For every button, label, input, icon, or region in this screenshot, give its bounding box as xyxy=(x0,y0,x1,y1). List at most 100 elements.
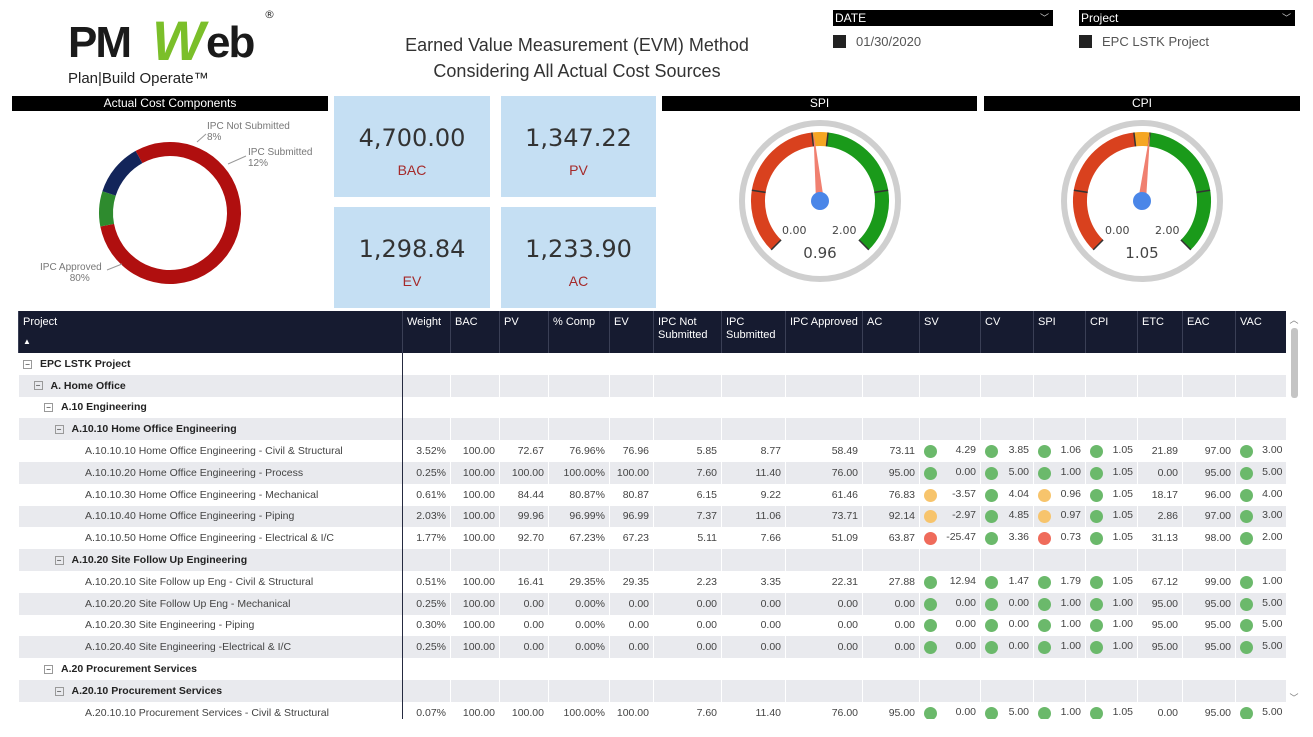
cell-vac: 4.00 xyxy=(1235,483,1286,506)
cell-ev xyxy=(609,549,654,571)
spi-value: 0.96 xyxy=(803,244,837,262)
cell-weight: 0.07% xyxy=(402,701,451,719)
cell-bac: 100.00 xyxy=(450,636,500,659)
column-header-bac[interactable]: BAC xyxy=(450,311,500,353)
group-row[interactable]: − A.20.10 Procurement Services xyxy=(18,679,1286,702)
collapse-icon[interactable]: − xyxy=(54,425,64,434)
column-header-ev[interactable]: EV xyxy=(609,311,654,353)
column-header-vac[interactable]: VAC xyxy=(1235,311,1286,353)
date-slicer[interactable]: DATE ﹀ 01/30/2020 xyxy=(833,10,1053,49)
cell-cv: 4.04 xyxy=(980,483,1034,506)
column-header-etc[interactable]: ETC xyxy=(1137,311,1183,353)
collapse-icon[interactable]: − xyxy=(23,359,32,369)
column-header-pv[interactable]: PV xyxy=(499,311,549,353)
group-row[interactable]: − A.10.20 Site Follow Up Engineering xyxy=(18,549,1286,571)
cell-pv: 0.00 xyxy=(499,592,549,615)
collapse-icon[interactable]: − xyxy=(54,555,64,565)
group-row[interactable]: − A.10 Engineering xyxy=(18,396,1286,419)
evm-table: Project ▲ Weight BAC PV% Comp EV IPC Not Submi… xyxy=(18,311,1286,719)
chevron-down-icon[interactable]: ﹀ xyxy=(1039,13,1049,23)
cell-etc: 95.00 xyxy=(1137,614,1183,637)
cell--comp: 96.99% xyxy=(548,505,610,528)
report-title: Earned Value Measurement (EVM) Method Co… xyxy=(405,35,749,81)
date-slicer-header[interactable]: DATE ﹀ xyxy=(833,10,1053,26)
scroll-down-icon[interactable]: ﹀ xyxy=(1289,694,1299,704)
donut-label-ipc-not-submitted: IPC Not Submitted 8% xyxy=(207,121,290,143)
column-header-spi[interactable]: SPI xyxy=(1033,311,1086,353)
cell-eac xyxy=(1182,679,1236,702)
table-row[interactable]: A.10.10.40 Home Office Engineering - Pip… xyxy=(18,505,1286,528)
status-indicator-icon xyxy=(924,466,937,480)
column-header--comp[interactable]: % Comp xyxy=(548,311,610,353)
collapse-icon[interactable]: − xyxy=(33,381,43,391)
column-header-sv[interactable]: SV xyxy=(919,311,981,353)
column-header-ipc-not-submitted[interactable]: IPC Not Submitted xyxy=(653,311,722,353)
cell-sv: 0.00 xyxy=(919,614,981,637)
leader-line xyxy=(196,133,207,143)
cell-sv xyxy=(919,549,981,571)
cell-pv xyxy=(499,374,549,397)
scrollbar-thumb[interactable] xyxy=(1290,328,1298,398)
status-indicator-icon xyxy=(985,532,998,546)
cell-cv xyxy=(980,353,1034,375)
table-row[interactable]: A.20.10.10 Procurement Services - Civil … xyxy=(18,701,1286,719)
table-row[interactable]: A.10.20.20 Site Follow Up Eng - Mechanic… xyxy=(18,592,1286,615)
row-name: A.10.10.30 Home Office Engineering - Mec… xyxy=(85,488,319,501)
column-header-ipc-submitted[interactable]: IPC Submitted xyxy=(721,311,786,353)
project-slicer-option[interactable]: EPC LSTK Project xyxy=(1079,34,1295,49)
status-indicator-icon xyxy=(924,532,937,546)
cell-bac xyxy=(450,549,500,571)
cell-weight xyxy=(402,418,451,441)
column-header-eac[interactable]: EAC xyxy=(1182,311,1236,353)
date-slicer-option[interactable]: 01/30/2020 xyxy=(833,34,1053,49)
gauge-hub xyxy=(811,192,829,210)
cell-spi: 1.06 xyxy=(1033,440,1086,462)
cell-eac: 95.00 xyxy=(1182,461,1236,484)
status-indicator-icon xyxy=(1038,466,1051,480)
column-header-ac[interactable]: AC xyxy=(862,311,920,353)
table-row[interactable]: A.10.20.40 Site Engineering -Electrical … xyxy=(18,636,1286,659)
table-row[interactable]: A.10.20.10 Site Follow up Eng - Civil & … xyxy=(18,570,1286,593)
column-header-cv[interactable]: CV xyxy=(980,311,1034,353)
scroll-up-icon[interactable]: ︿ xyxy=(1289,316,1299,326)
vertical-scrollbar[interactable]: ︿ ﹀ xyxy=(1288,313,1300,718)
column-header-ipc-approved[interactable]: IPC Approved xyxy=(785,311,863,353)
table-row[interactable]: A.10.10.30 Home Office Engineering - Mec… xyxy=(18,483,1286,506)
column-header-project[interactable]: Project ▲ xyxy=(18,311,403,353)
row-name: A.10 Engineering xyxy=(61,401,147,414)
cell-etc xyxy=(1137,679,1183,702)
group-row[interactable]: − A. Home Office xyxy=(18,374,1286,397)
cell--comp: 100.00% xyxy=(548,461,610,484)
status-indicator-icon xyxy=(1240,532,1253,546)
cell-bac xyxy=(450,418,500,441)
checkbox[interactable] xyxy=(833,35,846,48)
cell-ipc-approved: 0.00 xyxy=(785,636,863,659)
table-row[interactable]: A.10.20.30 Site Engineering - Piping 0.30… xyxy=(18,614,1286,637)
row-name: A.10.20.40 Site Engineering -Electrical … xyxy=(85,641,292,654)
column-header-weight[interactable]: Weight xyxy=(402,311,451,353)
sort-ascending-icon[interactable]: ▲ xyxy=(23,337,31,346)
row-name: A.10.20 Site Follow Up Engineering xyxy=(71,554,248,567)
cell-cpi: 1.05 xyxy=(1085,570,1138,593)
project-slicer[interactable]: Project ﹀ EPC LSTK Project xyxy=(1079,10,1295,49)
group-row[interactable]: − A.10.10 Home Office Engineering xyxy=(18,418,1286,441)
collapse-icon[interactable]: − xyxy=(54,686,64,696)
table-row[interactable]: A.10.10.10 Home Office Engineering - Civ… xyxy=(18,440,1286,462)
group-row[interactable]: − A.20 Procurement Services xyxy=(18,658,1286,680)
table-row[interactable]: A.10.10.50 Home Office Engineering - Ele… xyxy=(18,527,1286,550)
cell-ipc-submitted: 0.00 xyxy=(721,592,786,615)
collapse-icon[interactable]: − xyxy=(44,664,53,674)
column-header-cpi[interactable]: CPI xyxy=(1085,311,1138,353)
cell-cpi xyxy=(1085,658,1138,680)
checkbox[interactable] xyxy=(1079,35,1092,48)
cell-cv: 0.00 xyxy=(980,614,1034,637)
chevron-down-icon[interactable]: ﹀ xyxy=(1281,13,1291,23)
table-row[interactable]: A.10.10.20 Home Office Engineering - Pro… xyxy=(18,461,1286,484)
gauge-band-green xyxy=(826,132,889,250)
cell--comp: 76.96% xyxy=(548,440,610,462)
cell-sv xyxy=(919,374,981,397)
project-slicer-header[interactable]: Project ﹀ xyxy=(1079,10,1295,26)
status-indicator-icon xyxy=(924,706,937,719)
collapse-icon[interactable]: − xyxy=(44,403,53,413)
group-row[interactable]: − EPC LSTK Project xyxy=(18,353,1286,375)
